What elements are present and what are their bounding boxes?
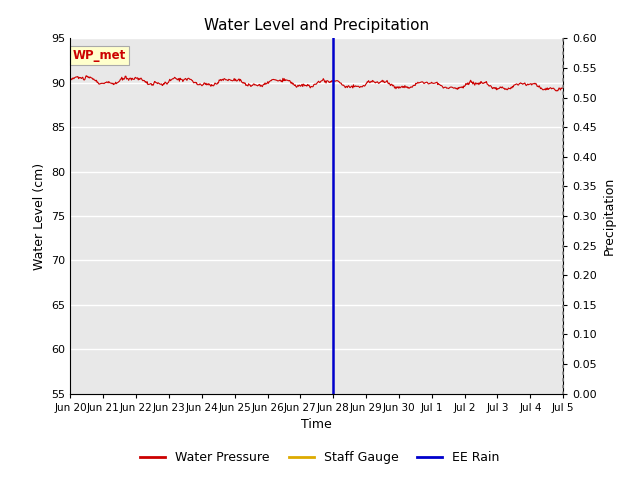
Line: Water Pressure: Water Pressure — [70, 76, 563, 91]
Water Pressure — [552, 88, 560, 94]
Water Pressure — [203, 82, 211, 88]
Water Pressure — [127, 75, 134, 81]
Water Pressure — [83, 73, 90, 79]
Water Pressure — [76, 74, 83, 80]
Y-axis label: Water Level (cm): Water Level (cm) — [33, 162, 46, 270]
Water Pressure — [377, 79, 385, 84]
Text: WP_met: WP_met — [73, 49, 126, 62]
Title: Water Level and Precipitation: Water Level and Precipitation — [204, 18, 429, 33]
Water Pressure — [177, 76, 184, 82]
Legend: Water Pressure, Staff Gauge, EE Rain: Water Pressure, Staff Gauge, EE Rain — [136, 446, 504, 469]
Water Pressure — [392, 84, 399, 90]
Water Pressure — [559, 84, 567, 90]
Water Pressure — [67, 76, 74, 82]
X-axis label: Time: Time — [301, 418, 332, 431]
Y-axis label: Precipitation: Precipitation — [602, 177, 616, 255]
